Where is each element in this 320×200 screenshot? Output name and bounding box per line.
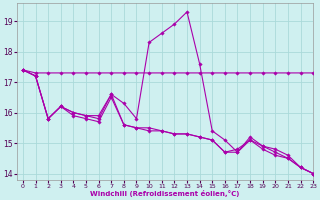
X-axis label: Windchill (Refroidissement éolien,°C): Windchill (Refroidissement éolien,°C) [90, 190, 240, 197]
